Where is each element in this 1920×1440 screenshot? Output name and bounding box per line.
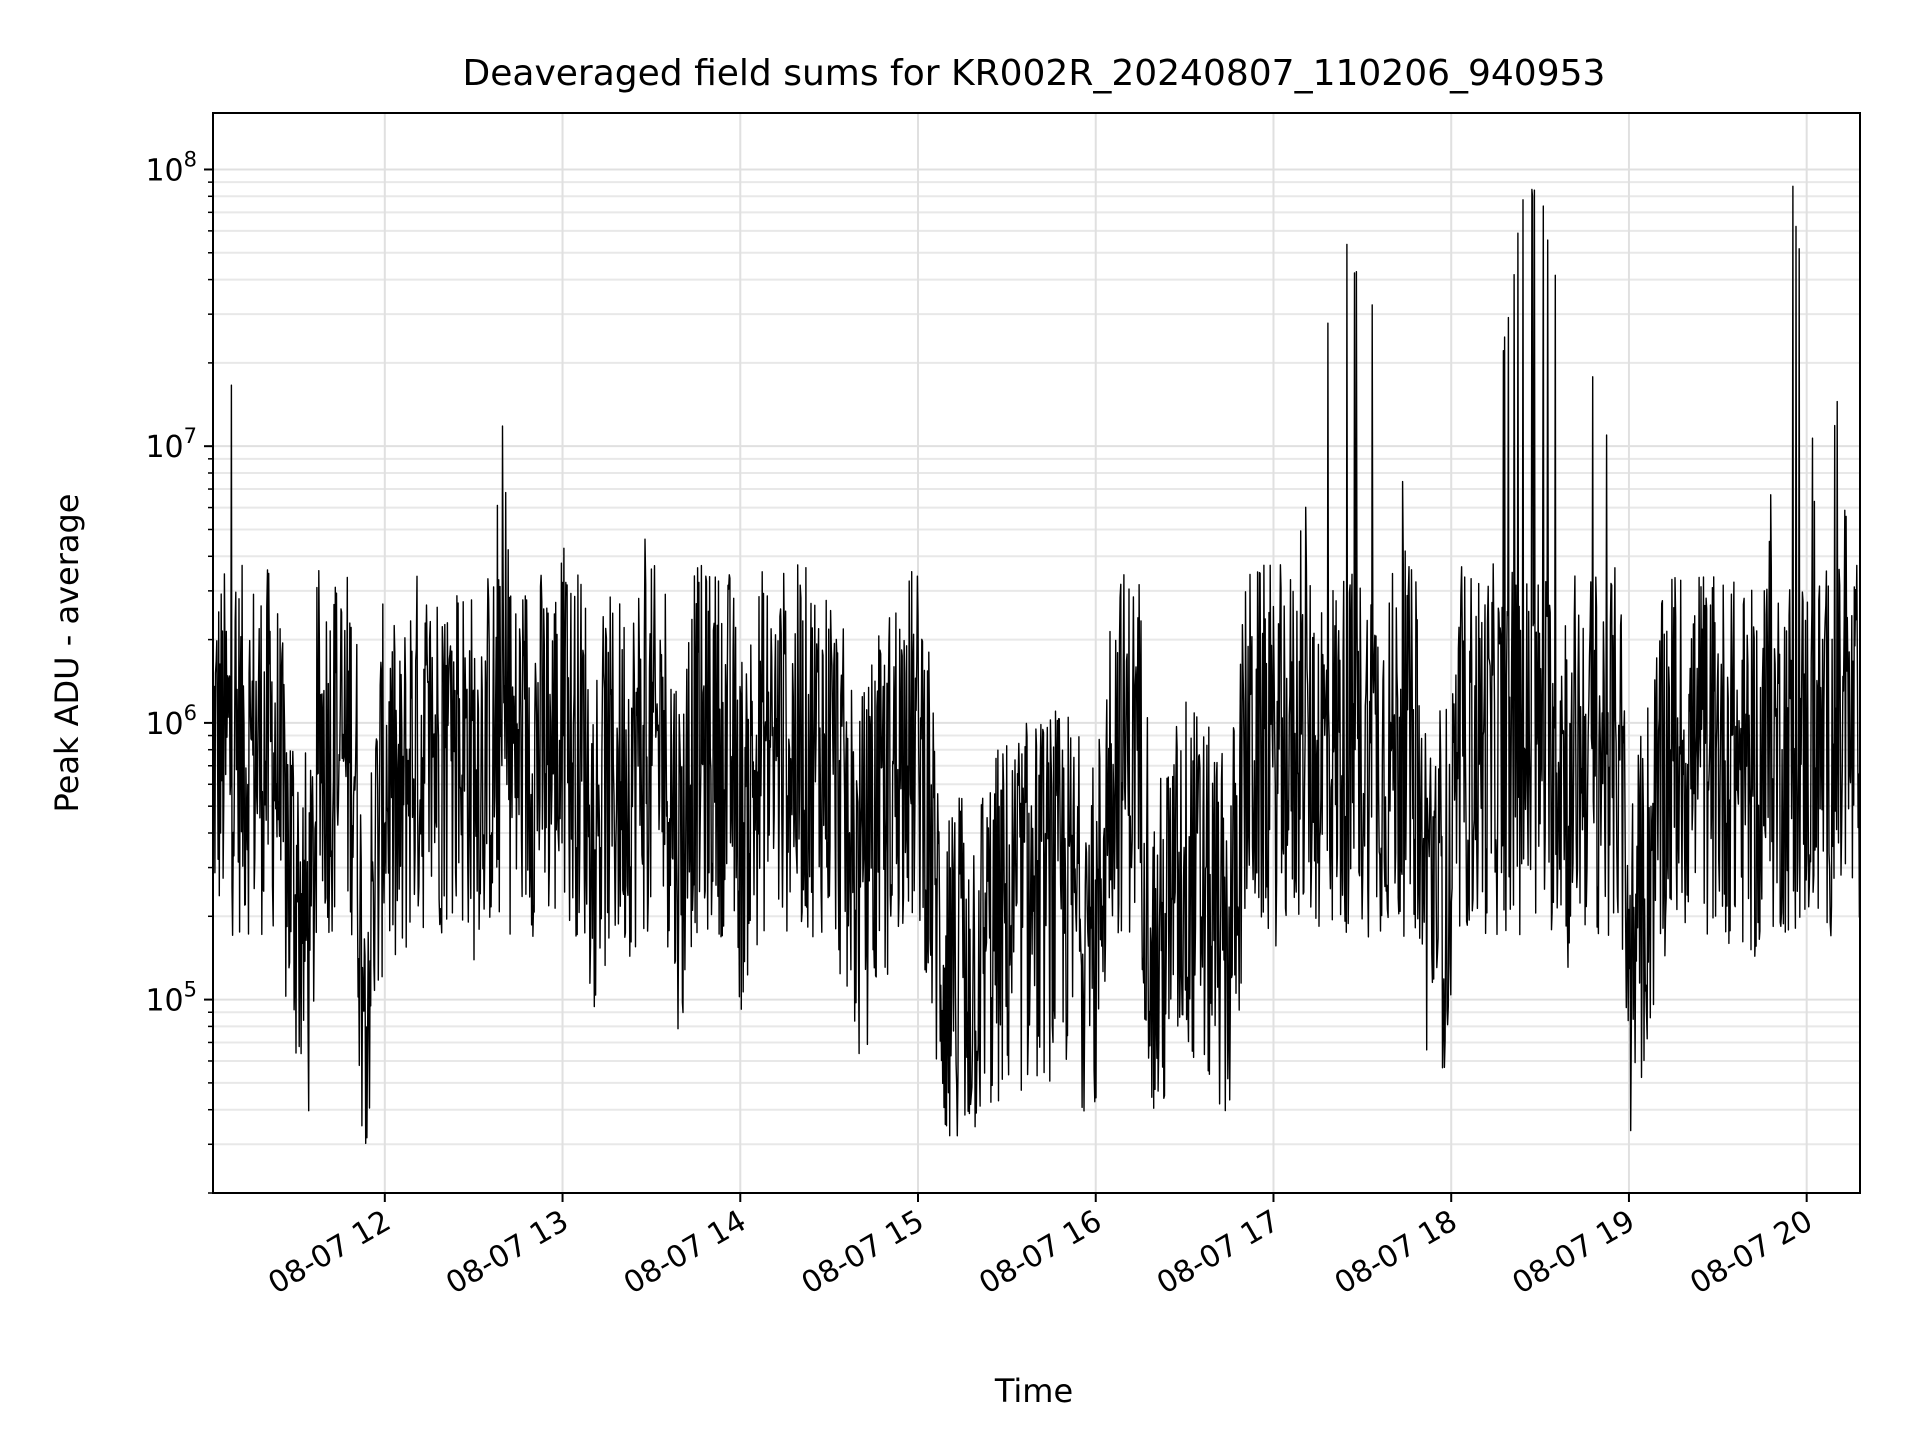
series-layer: [212, 185, 1861, 1145]
y-tick-label: 107: [145, 424, 197, 465]
y-tick-label: 105: [145, 978, 197, 1019]
y-axis: 105 106 107 108: [145, 147, 213, 1194]
y-tick-label: 108: [145, 147, 197, 188]
plot-area-frame: [212, 112, 1861, 1194]
chart-title: Deaveraged field sums for KR002R_2024080…: [463, 53, 1606, 94]
x-axis-label: Time: [994, 1372, 1073, 1410]
y-axis-label: Peak ADU - average: [48, 494, 86, 813]
y-tick-label: 106: [145, 701, 197, 742]
series-line: [212, 185, 1861, 1145]
